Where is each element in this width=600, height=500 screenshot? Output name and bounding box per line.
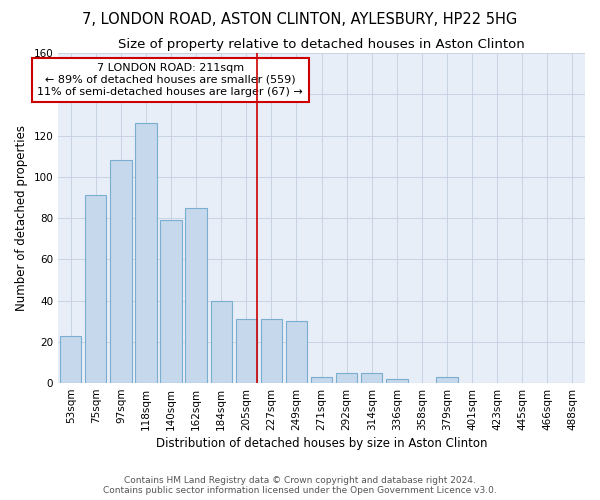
Bar	[85, 196, 106, 383]
Bar	[211, 300, 232, 383]
Text: 7 LONDON ROAD: 211sqm
← 89% of detached houses are smaller (559)
11% of semi-det: 7 LONDON ROAD: 211sqm ← 89% of detached …	[37, 64, 303, 96]
Bar	[286, 321, 307, 383]
Title: Size of property relative to detached houses in Aston Clinton: Size of property relative to detached ho…	[118, 38, 525, 51]
Bar	[336, 373, 358, 383]
Bar	[361, 373, 382, 383]
Bar	[386, 379, 407, 383]
Bar	[60, 336, 82, 383]
Bar	[136, 123, 157, 383]
Bar	[311, 377, 332, 383]
Text: 7, LONDON ROAD, ASTON CLINTON, AYLESBURY, HP22 5HG: 7, LONDON ROAD, ASTON CLINTON, AYLESBURY…	[82, 12, 518, 28]
Bar	[261, 319, 282, 383]
Bar	[110, 160, 131, 383]
X-axis label: Distribution of detached houses by size in Aston Clinton: Distribution of detached houses by size …	[156, 437, 487, 450]
Y-axis label: Number of detached properties: Number of detached properties	[15, 125, 28, 311]
Bar	[236, 319, 257, 383]
Text: Contains HM Land Registry data © Crown copyright and database right 2024.
Contai: Contains HM Land Registry data © Crown c…	[103, 476, 497, 495]
Bar	[185, 208, 207, 383]
Bar	[160, 220, 182, 383]
Bar	[436, 377, 458, 383]
